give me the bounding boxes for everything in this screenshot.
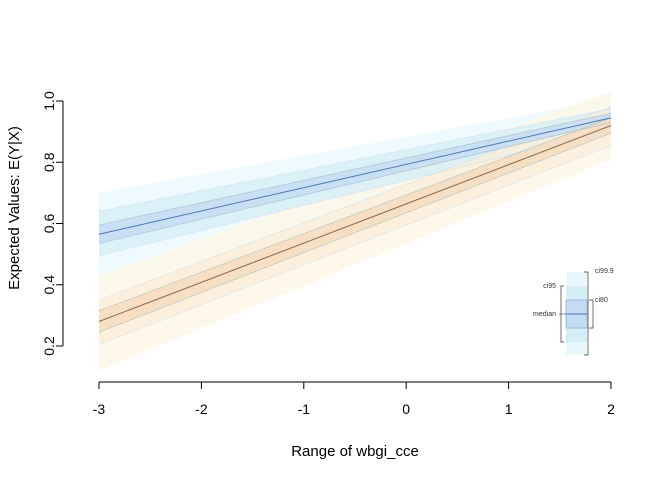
series-2-median-line	[98, 125, 612, 322]
series-1-ci80-band	[99, 113, 611, 244]
x-tick-label: 0	[402, 401, 410, 417]
series-1-median-line	[98, 117, 612, 235]
legend-median-label: median	[533, 311, 556, 318]
series-2-ci80-edge	[98, 132, 612, 333]
legend-ci80-bracket	[589, 299, 594, 329]
y-axis-title: Expected Values: E(Y|X)	[6, 126, 23, 290]
y-tick-label: 0.4	[41, 275, 57, 295]
series-2-ci80-band	[99, 117, 611, 333]
y-tick-label: 1.0	[41, 91, 57, 111]
series-1-ci95-edge	[98, 129, 612, 256]
series-2-ci80-edge	[98, 117, 612, 312]
legend: median ci95 ci80 ci99.9	[533, 268, 614, 356]
legend-ci99-9-label: ci99.9	[595, 268, 614, 275]
median-lines	[98, 117, 612, 322]
legend-ci80-label: ci80	[595, 297, 608, 304]
x-tick-label: -3	[93, 401, 106, 417]
x-tick-label: 1	[505, 401, 513, 417]
series-1-ci80-edge	[98, 122, 612, 244]
axes: -3 -2 -1 0 1 2 0.2 0.4 0.6 0.8 1.0	[41, 91, 615, 417]
y-tick-label: 0.2	[41, 336, 57, 356]
series-1-ci95-edge	[98, 108, 612, 212]
series-2-ci95-edge	[98, 106, 612, 301]
legend-ci99-9-bracket	[584, 271, 589, 356]
series-2-ci95-edge	[98, 145, 612, 345]
y-tick-label: 0.8	[41, 152, 57, 172]
series-1-ci80-edge	[98, 112, 612, 226]
legend-ci95-bracket	[560, 285, 564, 343]
x-tick-label: -1	[298, 401, 311, 417]
legend-ci95-label: ci95	[543, 283, 556, 290]
x-tick-label: 2	[607, 401, 615, 417]
x-tick-label: -2	[195, 401, 208, 417]
x-axis-title: Range of wbgi_cce	[291, 443, 419, 460]
confidence-bands	[98, 91, 612, 371]
y-tick-label: 0.6	[41, 214, 57, 234]
